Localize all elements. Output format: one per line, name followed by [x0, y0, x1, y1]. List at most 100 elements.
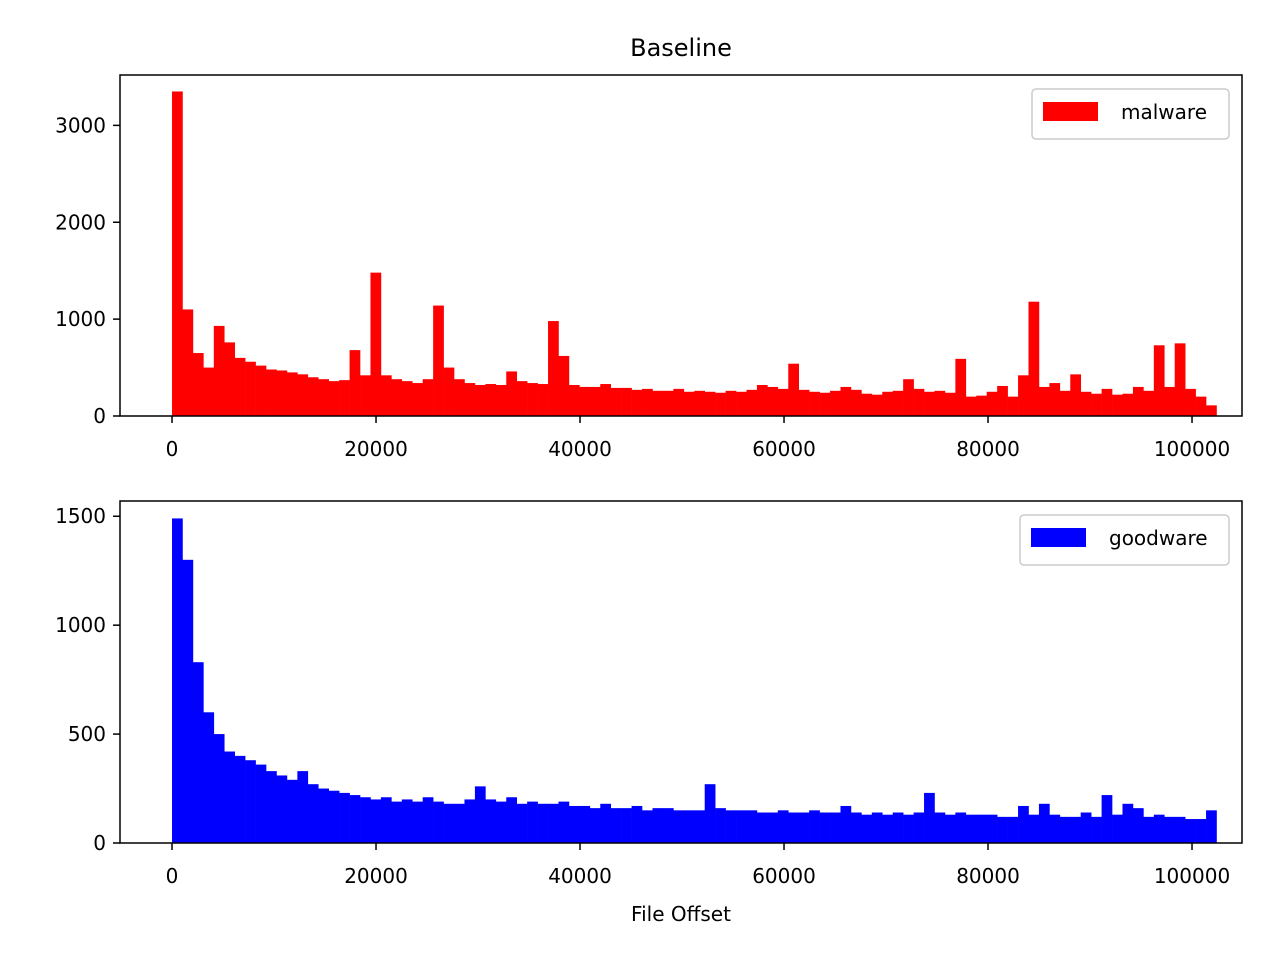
bar [172, 91, 183, 416]
bar [422, 797, 434, 843]
bar [809, 810, 820, 843]
legend-box [1031, 88, 1230, 140]
bar [1143, 390, 1155, 416]
axes-frame [119, 74, 1243, 417]
bar [245, 361, 256, 416]
bar [1059, 816, 1071, 843]
bar [1185, 819, 1196, 843]
bar [861, 814, 873, 843]
y-tick-label: 0 [93, 831, 106, 855]
bar [391, 379, 403, 416]
bar [746, 810, 758, 843]
bar [527, 801, 538, 843]
bar [192, 662, 204, 843]
bar [401, 799, 413, 843]
bar [1028, 814, 1040, 843]
bar [798, 389, 810, 416]
bar [537, 803, 549, 843]
bar [892, 812, 904, 843]
bar [579, 805, 591, 843]
bar [255, 764, 267, 843]
bar [1132, 386, 1144, 416]
chart-title: Baseline [630, 34, 732, 62]
bar [454, 379, 465, 416]
bar [715, 392, 726, 416]
bar [454, 803, 465, 843]
bar [433, 305, 444, 416]
bar [725, 810, 737, 843]
bar [1185, 388, 1196, 416]
y-tick-label: 2000 [55, 210, 106, 234]
bar [809, 391, 820, 416]
bar [527, 383, 538, 416]
bar [1112, 814, 1123, 843]
bar [1153, 345, 1165, 416]
bar [1153, 814, 1165, 843]
legend-swatch [1031, 528, 1086, 547]
bar [673, 810, 685, 843]
bar [297, 374, 309, 416]
bar [892, 390, 904, 416]
bar [955, 812, 967, 843]
bar [798, 812, 810, 843]
bar [642, 388, 653, 416]
bar [861, 393, 873, 416]
bar [715, 808, 726, 843]
bar [318, 788, 329, 843]
bar [610, 387, 622, 416]
bar [840, 805, 852, 843]
bar [621, 387, 632, 416]
bar [568, 385, 580, 416]
bar [360, 797, 371, 843]
bar [1059, 390, 1071, 416]
bar [777, 810, 789, 843]
bar [506, 797, 517, 843]
bar [1018, 805, 1029, 843]
bar [767, 386, 779, 416]
bar [600, 803, 612, 843]
bar [662, 390, 674, 416]
bar [1070, 816, 1082, 843]
bar [1143, 816, 1155, 843]
bar [944, 392, 956, 416]
bar [548, 803, 559, 843]
bar [652, 390, 664, 416]
bar [924, 792, 935, 843]
bar [224, 751, 235, 843]
bar [903, 379, 914, 416]
axes-frame [119, 500, 1243, 844]
bar [997, 816, 1008, 843]
bar [736, 810, 747, 843]
bar [589, 808, 601, 843]
bar [704, 391, 716, 416]
x-tick-label: 0 [166, 864, 179, 888]
bar [203, 712, 215, 843]
bar [380, 797, 392, 843]
bar [986, 814, 998, 843]
bar [297, 771, 309, 843]
bar [944, 814, 956, 843]
bar [965, 814, 977, 843]
bar [652, 808, 664, 843]
x-tick-label: 60000 [752, 437, 816, 461]
bar [871, 812, 883, 843]
bar [1091, 816, 1102, 843]
bar [777, 388, 789, 416]
bar [746, 389, 758, 416]
bar [328, 381, 340, 416]
bar [830, 812, 841, 843]
y-tick-label: 1000 [55, 613, 106, 637]
x-tick-label: 80000 [956, 437, 1020, 461]
bar [850, 389, 862, 416]
bar [286, 779, 298, 843]
legend-label: malware [1121, 100, 1207, 124]
bar [203, 367, 215, 416]
bar [694, 390, 706, 416]
bar [286, 372, 298, 416]
bar [182, 559, 194, 843]
bar [736, 391, 747, 416]
bar [464, 383, 476, 416]
y-tick-label: 1000 [55, 307, 106, 331]
bar [1049, 383, 1061, 416]
